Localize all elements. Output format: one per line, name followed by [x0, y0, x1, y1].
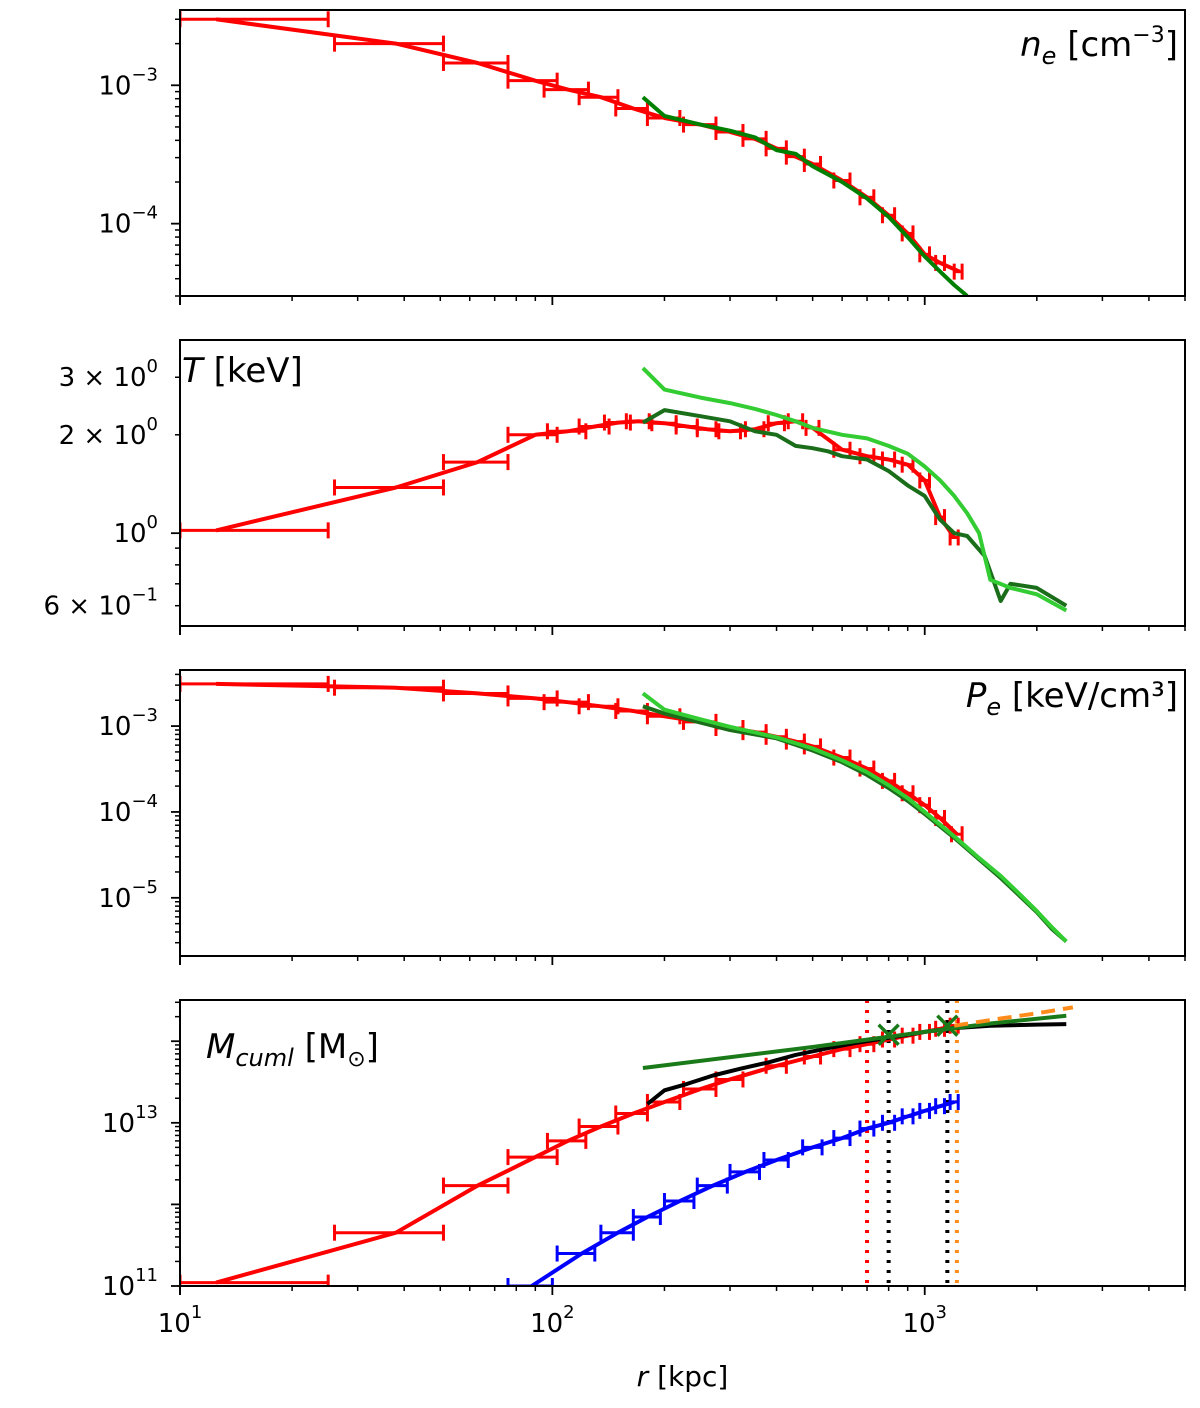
- panel-label: Mcuml [M⊙]: [206, 1027, 379, 1072]
- axes-frame: [179, 9, 1186, 297]
- axes-frame: [179, 669, 1186, 957]
- panel-label: Pe [keV/cm³]: [966, 676, 1178, 721]
- density-panel: 10−3 10−4 ne [cm−3]: [98, 9, 1186, 305]
- y-tick-label: 3 × 100: [59, 356, 158, 393]
- temperature-panel: 3 × 100 2 × 100 100 6 × 10−1 T [keV]: [44, 339, 1186, 635]
- series-line: [641, 408, 1068, 608]
- x-tick-label: 102: [530, 1302, 575, 1339]
- y-tick-label: 1013: [102, 1102, 158, 1139]
- y-tick-label: 6 × 10−1: [44, 585, 159, 622]
- series-line: [642, 704, 1068, 944]
- y-tick-label: 10−5: [98, 877, 158, 914]
- series-line: [641, 95, 969, 296]
- x-axis-label: r [kpc]: [637, 1360, 729, 1393]
- axes-frame: [179, 999, 1186, 1287]
- y-tick-label: 10−3: [98, 64, 158, 101]
- radius-x-marker: [877, 1023, 900, 1046]
- series-line: [953, 1005, 1074, 1028]
- series-line: [641, 691, 1068, 943]
- axes-frame: [179, 339, 1186, 627]
- x-tick-label: 101: [158, 1302, 203, 1339]
- panel-label: ne [cm−3]: [1020, 23, 1178, 70]
- panel-label: T [keV]: [182, 351, 303, 391]
- y-tick-label: 10−4: [98, 791, 158, 828]
- series-line: [641, 366, 1068, 613]
- y-tick-label: 10−3: [98, 705, 158, 742]
- y-tick-label: 10−4: [98, 203, 158, 240]
- pressure-panel: 10−3 10−4 10−5 Pe [keV/cm³]: [98, 669, 1186, 965]
- series-line: [646, 1022, 1067, 1106]
- radius-x-marker: [936, 1014, 959, 1037]
- y-tick-label: 1011: [102, 1265, 158, 1302]
- y-tick-label: 2 × 100: [59, 414, 158, 451]
- series-line: [642, 1013, 1067, 1070]
- series-line: [215, 17, 961, 274]
- x-tick-label: 103: [902, 1302, 947, 1339]
- y-tick-label: 100: [113, 512, 158, 549]
